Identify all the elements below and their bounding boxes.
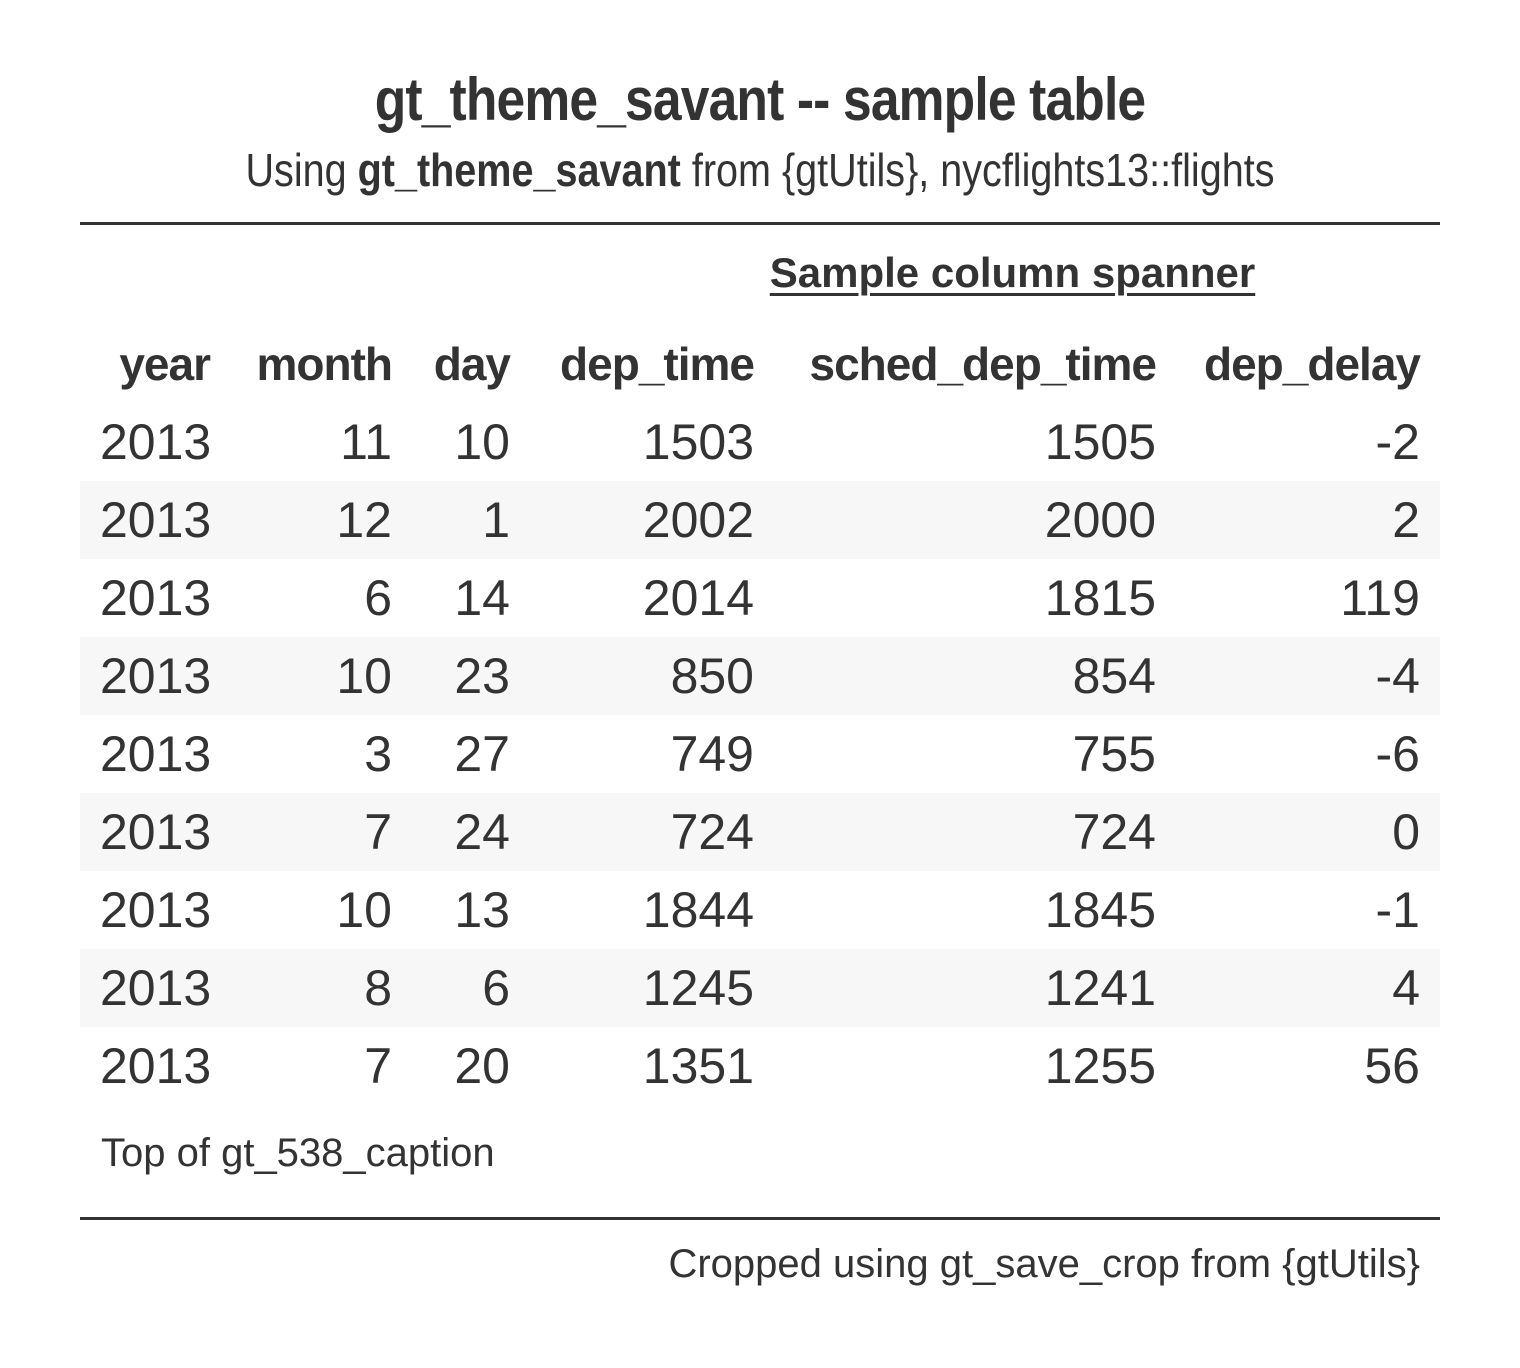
cell-month: 3	[364, 726, 392, 782]
table-caption: Top of gt_538_caption	[101, 1131, 495, 1175]
cell-sched-dep-time: 2000	[774, 481, 1176, 559]
cell-year: 2013	[100, 1038, 212, 1094]
cell-dep-delay: 0	[1176, 793, 1440, 871]
cell-day: 13	[454, 882, 510, 938]
cell-year: 2013	[100, 726, 212, 782]
table-row: 2013 12 1 2002 2000 2	[80, 481, 1440, 559]
table-row: 2013 8 6 1245 1241 4	[80, 949, 1440, 1027]
column-spanner: Sample column spanner	[769, 249, 1256, 296]
cell-month: 6	[364, 570, 392, 626]
cell-dep-delay: -2	[1375, 414, 1420, 470]
cell-sched-dep-time: 1505	[1044, 414, 1156, 470]
cell-sched-dep-time: 854	[774, 637, 1176, 715]
column-header-dep-delay: dep_delay	[1204, 338, 1421, 390]
cell-month: 7	[230, 793, 412, 871]
cell-dep-time: 749	[670, 726, 754, 782]
column-header-month: month	[256, 338, 393, 390]
cell-dep-delay: 4	[1176, 949, 1440, 1027]
bottom-rule	[80, 1217, 1440, 1220]
cell-sched-dep-time: 1241	[774, 949, 1176, 1027]
cell-dep-delay: 119	[1340, 570, 1420, 626]
cell-day: 6	[412, 949, 530, 1027]
cell-dep-delay: 56	[1364, 1038, 1420, 1094]
cell-sched-dep-time: 1845	[1044, 882, 1156, 938]
cell-year: 2013	[80, 637, 230, 715]
cell-year: 2013	[80, 793, 230, 871]
cell-dep-delay: -6	[1375, 726, 1420, 782]
cell-dep-time: 1245	[530, 949, 774, 1027]
table-row: 2013 6 14 2014 1815 119	[80, 559, 1440, 637]
gt-table-container: gt_theme_savant -- sample table Using gt…	[80, 60, 1440, 1292]
cell-sched-dep-time: 1255	[1044, 1038, 1156, 1094]
table-row: 2013 3 27 749 755 -6	[80, 715, 1440, 793]
cell-dep-time: 2002	[530, 481, 774, 559]
cell-dep-time: 724	[530, 793, 774, 871]
cell-dep-delay: -1	[1375, 882, 1420, 938]
subtitle-suffix: from {gtUtils}, nycflights13::flights	[680, 144, 1275, 196]
table-row: 2013 11 10 1503 1505 -2	[80, 403, 1440, 481]
subtitle-bold: gt_theme_savant	[357, 144, 681, 196]
cell-year: 2013	[100, 414, 212, 470]
cell-sched-dep-time: 755	[1072, 726, 1156, 782]
cell-day: 10	[454, 414, 510, 470]
cell-day: 23	[412, 637, 530, 715]
cell-year: 2013	[80, 949, 230, 1027]
cell-dep-time: 1503	[642, 414, 754, 470]
cell-sched-dep-time: 1815	[1044, 570, 1156, 626]
cell-month: 10	[336, 882, 392, 938]
header-row: year month day dep_time sched_dep_time d…	[80, 325, 1440, 403]
cell-dep-time: 1844	[642, 882, 754, 938]
top-rule	[80, 222, 1440, 225]
cell-year: 2013	[100, 570, 212, 626]
subtitle-prefix: Using	[245, 144, 358, 196]
cell-day: 14	[454, 570, 510, 626]
source-note: Cropped using gt_save_crop from {gtUtils…	[668, 1242, 1420, 1286]
cell-dep-delay: -4	[1176, 637, 1440, 715]
cell-year: 2013	[80, 481, 230, 559]
cell-month: 10	[230, 637, 412, 715]
column-header-dep-time: dep_time	[560, 338, 755, 390]
cell-month: 12	[230, 481, 412, 559]
column-header-sched-dep-time: sched_dep_time	[809, 338, 1157, 390]
cell-month: 11	[340, 414, 392, 470]
cell-year: 2013	[100, 882, 212, 938]
cell-dep-time: 1351	[642, 1038, 754, 1094]
data-table: year month day dep_time sched_dep_time d…	[80, 325, 1440, 1105]
cell-day: 24	[412, 793, 530, 871]
table-row: 2013 7 24 724 724 0	[80, 793, 1440, 871]
table-row: 2013 10 23 850 854 -4	[80, 637, 1440, 715]
cell-day: 27	[454, 726, 510, 782]
column-header-day: day	[433, 338, 511, 390]
cell-day: 1	[412, 481, 530, 559]
column-header-year: year	[119, 338, 211, 390]
cell-month: 7	[364, 1038, 392, 1094]
cell-month: 8	[230, 949, 412, 1027]
table-row: 2013 7 20 1351 1255 56	[80, 1027, 1440, 1105]
cell-dep-time: 2014	[642, 570, 754, 626]
table-subtitle: Using gt_theme_savant from {gtUtils}, ny…	[175, 140, 1345, 200]
cell-sched-dep-time: 724	[774, 793, 1176, 871]
table-row: 2013 10 13 1844 1845 -1	[80, 871, 1440, 949]
cell-day: 20	[454, 1038, 510, 1094]
table-title: gt_theme_savant -- sample table	[374, 66, 1146, 133]
caption-row: Top of gt_538_caption	[80, 1105, 1440, 1197]
cell-dep-time: 850	[530, 637, 774, 715]
spanner-row: Sample column spanner	[80, 225, 1440, 325]
table-body: 2013 11 10 1503 1505 -2 2013 12 1 2002 2000 2 2013 6 1…	[80, 403, 1440, 1105]
cell-dep-delay: 2	[1176, 481, 1440, 559]
